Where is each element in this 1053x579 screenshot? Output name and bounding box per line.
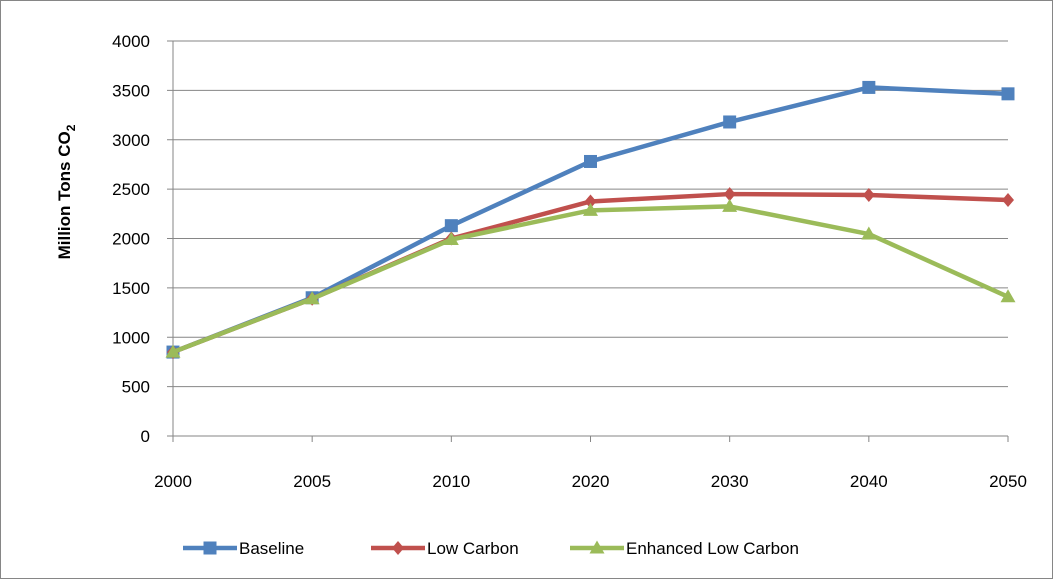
legend-label-low-carbon: Low Carbon: [427, 539, 519, 558]
data-point-low-carbon: [862, 188, 875, 203]
y-axis-tick-labels: 0 500 1000 1500 2000 2500 3000 3500 4000: [112, 32, 150, 446]
x-tick-label: 2020: [572, 472, 610, 491]
y-axis-title: Million Tons CO2: [55, 124, 78, 259]
y-tick-label: 1000: [112, 328, 150, 347]
y-tick-label: 4000: [112, 32, 150, 51]
legend-item-enhanced-low-carbon: Enhanced Low Carbon: [570, 539, 799, 558]
y-axis-title-subscript: 2: [64, 124, 78, 131]
legend-label-enhanced-low-carbon: Enhanced Low Carbon: [626, 539, 799, 558]
x-tick-label: 2005: [293, 472, 331, 491]
x-tick-label: 2040: [850, 472, 888, 491]
data-point-baseline: [584, 154, 597, 168]
data-point-low-carbon: [1002, 192, 1014, 207]
y-tick-label: 2500: [112, 180, 150, 199]
data-point-low-carbon: [584, 194, 597, 209]
legend-marker-baseline: [203, 541, 217, 555]
series-lines: [165, 80, 1016, 360]
legend-label-baseline: Baseline: [239, 539, 304, 558]
x-tick-label: 2030: [711, 472, 749, 491]
legend: Baseline Low Carbon Enhanced Low Carbon: [183, 539, 799, 558]
y-tick-label: 3000: [112, 131, 150, 150]
y-tick-label: 3500: [112, 81, 150, 100]
data-point-baseline: [444, 219, 458, 233]
y-tick-label: 2000: [112, 230, 150, 249]
axes: [172, 41, 1009, 442]
y-tick-label: 0: [141, 427, 150, 446]
data-point-enhanced-low-carbon: [443, 231, 459, 245]
x-tick-label: 2000: [154, 472, 192, 491]
data-point-low-carbon: [723, 187, 736, 202]
series-enhanced-low-carbon: [165, 198, 1016, 358]
legend-item-low-carbon: Low Carbon: [371, 539, 519, 558]
data-point-baseline: [1001, 87, 1015, 101]
data-point-baseline: [862, 80, 876, 94]
y-axis-title-text: Million Tons CO: [55, 131, 74, 259]
data-point-enhanced-low-carbon: [861, 226, 877, 240]
data-point-enhanced-low-carbon: [304, 291, 320, 305]
data-point-enhanced-low-carbon: [165, 344, 181, 358]
y-tick-label: 1500: [112, 279, 150, 298]
data-point-enhanced-low-carbon: [722, 198, 738, 212]
y-tick-label: 500: [122, 378, 150, 397]
data-point-enhanced-low-carbon: [1000, 289, 1016, 303]
data-point-enhanced-low-carbon: [583, 202, 598, 216]
x-axis-tick-labels: 2000 2005 2010 2020 2030 2040 2050: [154, 472, 1027, 491]
x-tick-label: 2050: [989, 472, 1027, 491]
data-point-baseline: [723, 115, 737, 129]
legend-item-baseline: Baseline: [183, 539, 304, 558]
x-tick-label: 2010: [432, 472, 470, 491]
legend-marker-enhanced-low-carbon: [589, 540, 605, 554]
legend-marker-low-carbon: [392, 541, 404, 555]
